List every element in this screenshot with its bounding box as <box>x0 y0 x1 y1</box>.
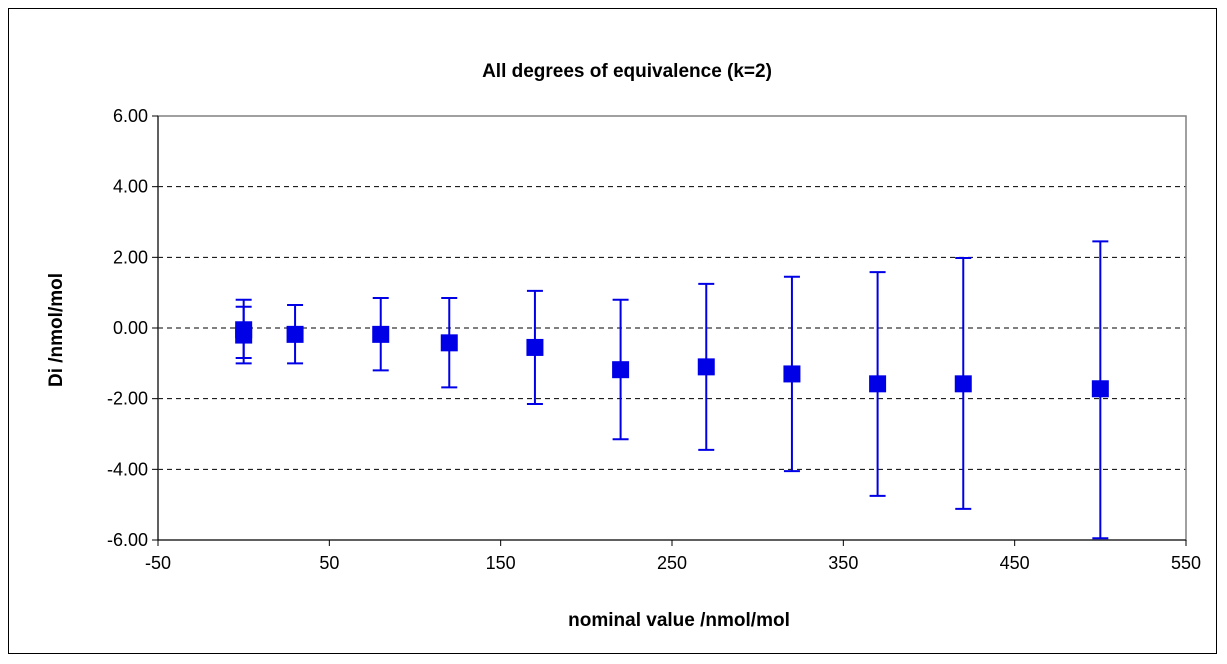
x-tick-label: 350 <box>828 553 858 573</box>
y-tick-label: -6.00 <box>107 530 148 550</box>
data-point <box>372 325 390 343</box>
data-point <box>440 334 458 352</box>
y-tick-label: 6.00 <box>113 106 148 126</box>
y-tick-label: 2.00 <box>113 247 148 267</box>
data-point <box>869 375 887 393</box>
y-axis-title: Di /nmol/mol <box>46 273 67 387</box>
chart-title: All degrees of equivalence (k=2) <box>482 61 772 82</box>
x-tick-label: 250 <box>657 553 687 573</box>
chart-frame: All degrees of equivalence (k=2) 6.00 4.0… <box>8 8 1217 654</box>
axes <box>152 115 1187 546</box>
data-point <box>235 326 253 344</box>
y-tick-label: -2.00 <box>107 389 148 409</box>
grid-lines <box>158 186 1186 470</box>
data-series <box>235 240 1109 540</box>
data-point <box>612 361 630 379</box>
x-axis-title: nominal value /nmol/mol <box>568 610 790 631</box>
x-tick-label: 550 <box>1171 553 1201 573</box>
chart-canvas: All degrees of equivalence (k=2) 6.00 4.0… <box>46 61 1201 631</box>
y-tick-label: 0.00 <box>113 318 148 338</box>
x-tick-label: 150 <box>486 553 516 573</box>
data-point <box>1091 380 1109 398</box>
data-point <box>783 365 801 383</box>
data-point <box>286 325 304 343</box>
data-point <box>526 338 544 356</box>
tick-labels: 6.00 4.00 2.00 0.00 -2.00 -4.00 -6.00 -50 50 150 2… <box>107 106 1201 573</box>
data-point <box>954 375 972 393</box>
x-tick-label: 50 <box>319 553 339 573</box>
x-tick-label: 450 <box>1000 553 1030 573</box>
x-tick-label: -50 <box>145 553 171 573</box>
data-point <box>697 358 715 376</box>
y-tick-label: 4.00 <box>113 177 148 197</box>
y-tick-label: -4.00 <box>107 459 148 479</box>
